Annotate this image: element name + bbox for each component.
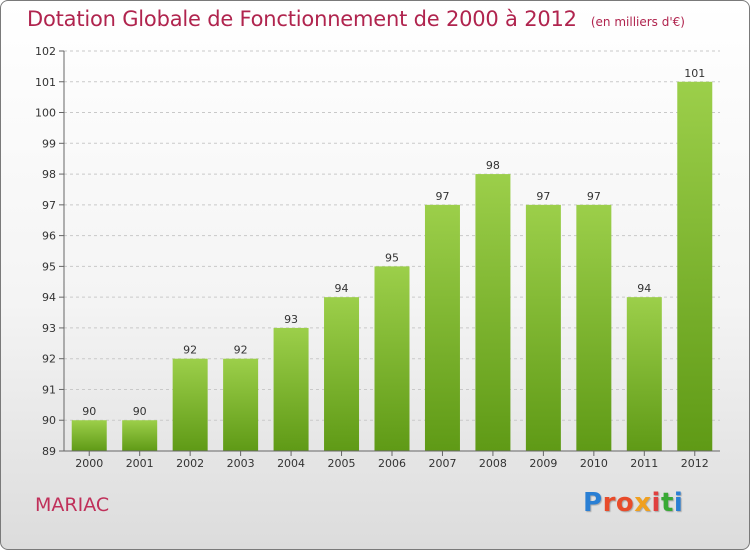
logo-letter: i	[651, 488, 661, 518]
logo-letter: i	[673, 488, 684, 518]
bar-2003	[223, 358, 259, 451]
bar-value-label: 98	[486, 159, 500, 172]
x-tick-label: 2002	[176, 457, 204, 470]
bar-2007	[424, 204, 460, 451]
bar-value-label: 97	[587, 190, 601, 203]
bar-value-label: 93	[284, 313, 298, 326]
bar-2011	[626, 297, 662, 451]
bar-value-label: 97	[536, 190, 550, 203]
x-tick-label: 2009	[529, 457, 557, 470]
x-tick-label: 2011	[630, 457, 658, 470]
bar-2004	[273, 327, 309, 451]
y-tick-label: 102	[35, 45, 56, 58]
x-axis: 2000 2001 2002 2003 2004 2005 2006 2007 2008 2009…	[64, 450, 720, 470]
x-tick-label: 2010	[580, 457, 608, 470]
logo-letter: P	[583, 488, 603, 518]
y-axis: 89 90 91 92 93 94 95 96 97 98 99 100 101 102	[35, 45, 65, 458]
y-tick-label: 89	[42, 445, 56, 458]
bar-2009	[525, 204, 561, 451]
x-tick-label: 2003	[227, 457, 255, 470]
x-tick-label: 2006	[378, 457, 406, 470]
logo-letter: o	[615, 488, 635, 518]
bar-value-label: 90	[82, 405, 96, 418]
bar-value-label: 92	[183, 344, 197, 357]
title-text: Dotation Globale de Fonctionnement de 20…	[27, 7, 577, 31]
y-tick-label: 96	[42, 230, 56, 243]
bar-2005	[324, 297, 360, 451]
y-tick-label: 95	[42, 260, 56, 273]
bar-2008	[475, 174, 511, 452]
x-tick-label: 2008	[479, 457, 507, 470]
x-tick-label: 2001	[126, 457, 154, 470]
bar-value-label: 92	[234, 344, 248, 357]
bar-value-label: 90	[133, 405, 147, 418]
proxiti-logo[interactable]: Proxiti	[583, 488, 683, 518]
y-tick-label: 94	[42, 291, 56, 304]
logo-letter: x	[634, 488, 652, 518]
x-tick-label: 2005	[328, 457, 356, 470]
y-tick-label: 100	[35, 107, 56, 120]
x-tick-label: 2004	[277, 457, 305, 470]
bar-2006	[374, 266, 410, 451]
bar-2000	[71, 420, 107, 451]
commune-name: MARIAC	[35, 494, 110, 516]
bar-value-label: 101	[684, 67, 705, 80]
y-tick-label: 99	[42, 137, 56, 150]
unit-label: (en milliers d'€)	[590, 15, 685, 29]
x-tick-label: 2000	[75, 457, 103, 470]
logo-letter: t	[660, 488, 674, 518]
bar-value-label: 95	[385, 251, 399, 264]
bars: 90 90 92 92 93 94 95 97 98 97 97 94 101	[71, 67, 713, 452]
logo-letter: r	[602, 488, 616, 518]
y-tick-label: 92	[42, 353, 56, 366]
y-tick-label: 91	[42, 383, 56, 396]
chart-title: Dotation Globale de Fonctionnement de 20…	[27, 7, 685, 31]
bar-2001	[122, 420, 158, 451]
y-tick-label: 90	[42, 414, 56, 427]
x-tick-label: 2012	[681, 457, 709, 470]
y-tick-label: 98	[42, 168, 56, 181]
bar-value-label: 94	[637, 282, 651, 295]
bar-2010	[576, 204, 612, 451]
bar-value-label: 94	[335, 282, 349, 295]
x-tick-label: 2007	[428, 457, 456, 470]
bar-2002	[172, 358, 208, 451]
y-tick-label: 93	[42, 322, 56, 335]
y-tick-label: 101	[35, 76, 56, 89]
bar-value-label: 97	[435, 190, 449, 203]
bar-2012	[677, 81, 713, 452]
y-tick-label: 97	[42, 199, 56, 212]
